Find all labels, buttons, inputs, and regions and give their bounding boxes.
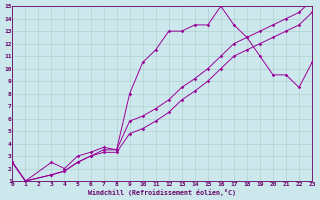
X-axis label: Windchill (Refroidissement éolien,°C): Windchill (Refroidissement éolien,°C): [88, 189, 236, 196]
